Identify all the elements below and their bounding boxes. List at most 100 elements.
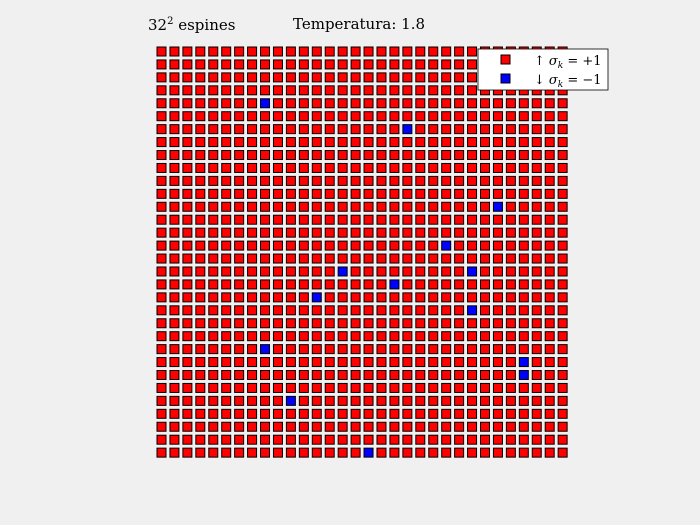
spin-up-marker (544, 357, 555, 368)
spin-up-marker (531, 240, 542, 251)
spin-up-marker (324, 447, 335, 458)
spin-up-marker (389, 111, 400, 122)
spin-up-marker (492, 279, 503, 290)
spin-up-marker (492, 253, 503, 264)
spin-up-marker (182, 408, 193, 419)
spin-up-marker (505, 175, 516, 186)
spin-up-marker (415, 318, 426, 329)
spin-up-marker (169, 395, 180, 406)
spin-up-marker (285, 46, 296, 57)
spin-up-marker (531, 447, 542, 458)
spin-down-marker (337, 266, 348, 277)
spin-up-marker (492, 137, 503, 148)
spin-up-marker (195, 72, 206, 83)
spin-up-marker (311, 175, 322, 186)
spin-up-marker (195, 227, 206, 238)
spin-up-marker (492, 240, 503, 251)
spin-up-marker (454, 434, 465, 445)
spin-up-marker (272, 253, 283, 264)
spin-up-marker (402, 59, 413, 70)
spin-up-marker (544, 201, 555, 212)
spin-up-marker (260, 395, 271, 406)
spin-up-marker (324, 344, 335, 355)
spin-up-marker (221, 253, 232, 264)
spin-up-marker (311, 253, 322, 264)
spin-up-marker (363, 292, 374, 303)
spin-up-marker (247, 214, 258, 225)
spin-up-marker (518, 253, 529, 264)
spin-up-marker (298, 175, 309, 186)
spin-up-marker (182, 72, 193, 83)
spin-up-marker (208, 124, 219, 135)
spin-up-marker (415, 253, 426, 264)
spin-up-marker (221, 266, 232, 277)
spin-up-marker (376, 188, 387, 199)
spin-up-marker (311, 162, 322, 173)
spin-up-marker (492, 331, 503, 342)
spin-up-marker (221, 124, 232, 135)
spin-up-marker (428, 85, 439, 96)
spin-up-marker (505, 421, 516, 432)
spin-up-marker (376, 59, 387, 70)
spin-up-marker (454, 344, 465, 355)
spin-up-marker (195, 395, 206, 406)
spin-up-marker (182, 253, 193, 264)
spin-up-marker (544, 305, 555, 316)
spin-up-marker (260, 382, 271, 393)
spin-up-marker (376, 344, 387, 355)
spin-up-marker (531, 137, 542, 148)
spin-up-marker (428, 175, 439, 186)
spin-up-marker (350, 227, 361, 238)
spin-up-marker (247, 201, 258, 212)
spin-up-marker (531, 382, 542, 393)
spin-up-marker (531, 357, 542, 368)
spin-up-marker (544, 434, 555, 445)
spin-up-marker (402, 421, 413, 432)
spin-up-marker (518, 382, 529, 393)
spin-up-marker (298, 111, 309, 122)
spin-up-marker (402, 240, 413, 251)
spin-up-marker (195, 175, 206, 186)
spin-up-marker (272, 395, 283, 406)
spin-up-marker (544, 370, 555, 380)
spin-up-marker (221, 150, 232, 161)
spin-up-marker (402, 447, 413, 458)
spin-up-marker (272, 240, 283, 251)
spin-up-marker (376, 331, 387, 342)
spin-up-marker (234, 421, 245, 432)
spin-up-marker (350, 162, 361, 173)
spin-up-marker (480, 227, 490, 238)
spin-up-marker (492, 227, 503, 238)
spin-up-marker (247, 72, 258, 83)
spin-up-marker (311, 72, 322, 83)
spin-up-marker (182, 98, 193, 109)
spin-up-marker (467, 357, 478, 368)
spin-up-marker (156, 382, 167, 393)
spin-up-marker (467, 175, 478, 186)
spin-up-marker (389, 395, 400, 406)
spin-up-marker (311, 305, 322, 316)
spin-up-marker (480, 331, 490, 342)
spin-up-marker (544, 214, 555, 225)
spin-up-marker (441, 85, 452, 96)
spin-up-marker (557, 188, 568, 199)
spin-up-marker (298, 305, 309, 316)
spin-up-marker (531, 279, 542, 290)
spin-up-marker (234, 98, 245, 109)
spin-up-marker (298, 124, 309, 135)
spin-up-marker (363, 279, 374, 290)
spin-up-marker (376, 124, 387, 135)
spin-up-marker (376, 137, 387, 148)
spin-up-marker (311, 214, 322, 225)
spin-up-marker (376, 408, 387, 419)
spin-up-marker (363, 434, 374, 445)
spin-up-marker (467, 201, 478, 212)
spin-up-marker (415, 98, 426, 109)
spin-up-marker (247, 137, 258, 148)
spin-up-marker (221, 59, 232, 70)
spin-up-marker (350, 292, 361, 303)
spin-up-marker (531, 124, 542, 135)
spin-up-marker (337, 188, 348, 199)
spin-up-marker (467, 59, 478, 70)
spin-up-marker (234, 214, 245, 225)
